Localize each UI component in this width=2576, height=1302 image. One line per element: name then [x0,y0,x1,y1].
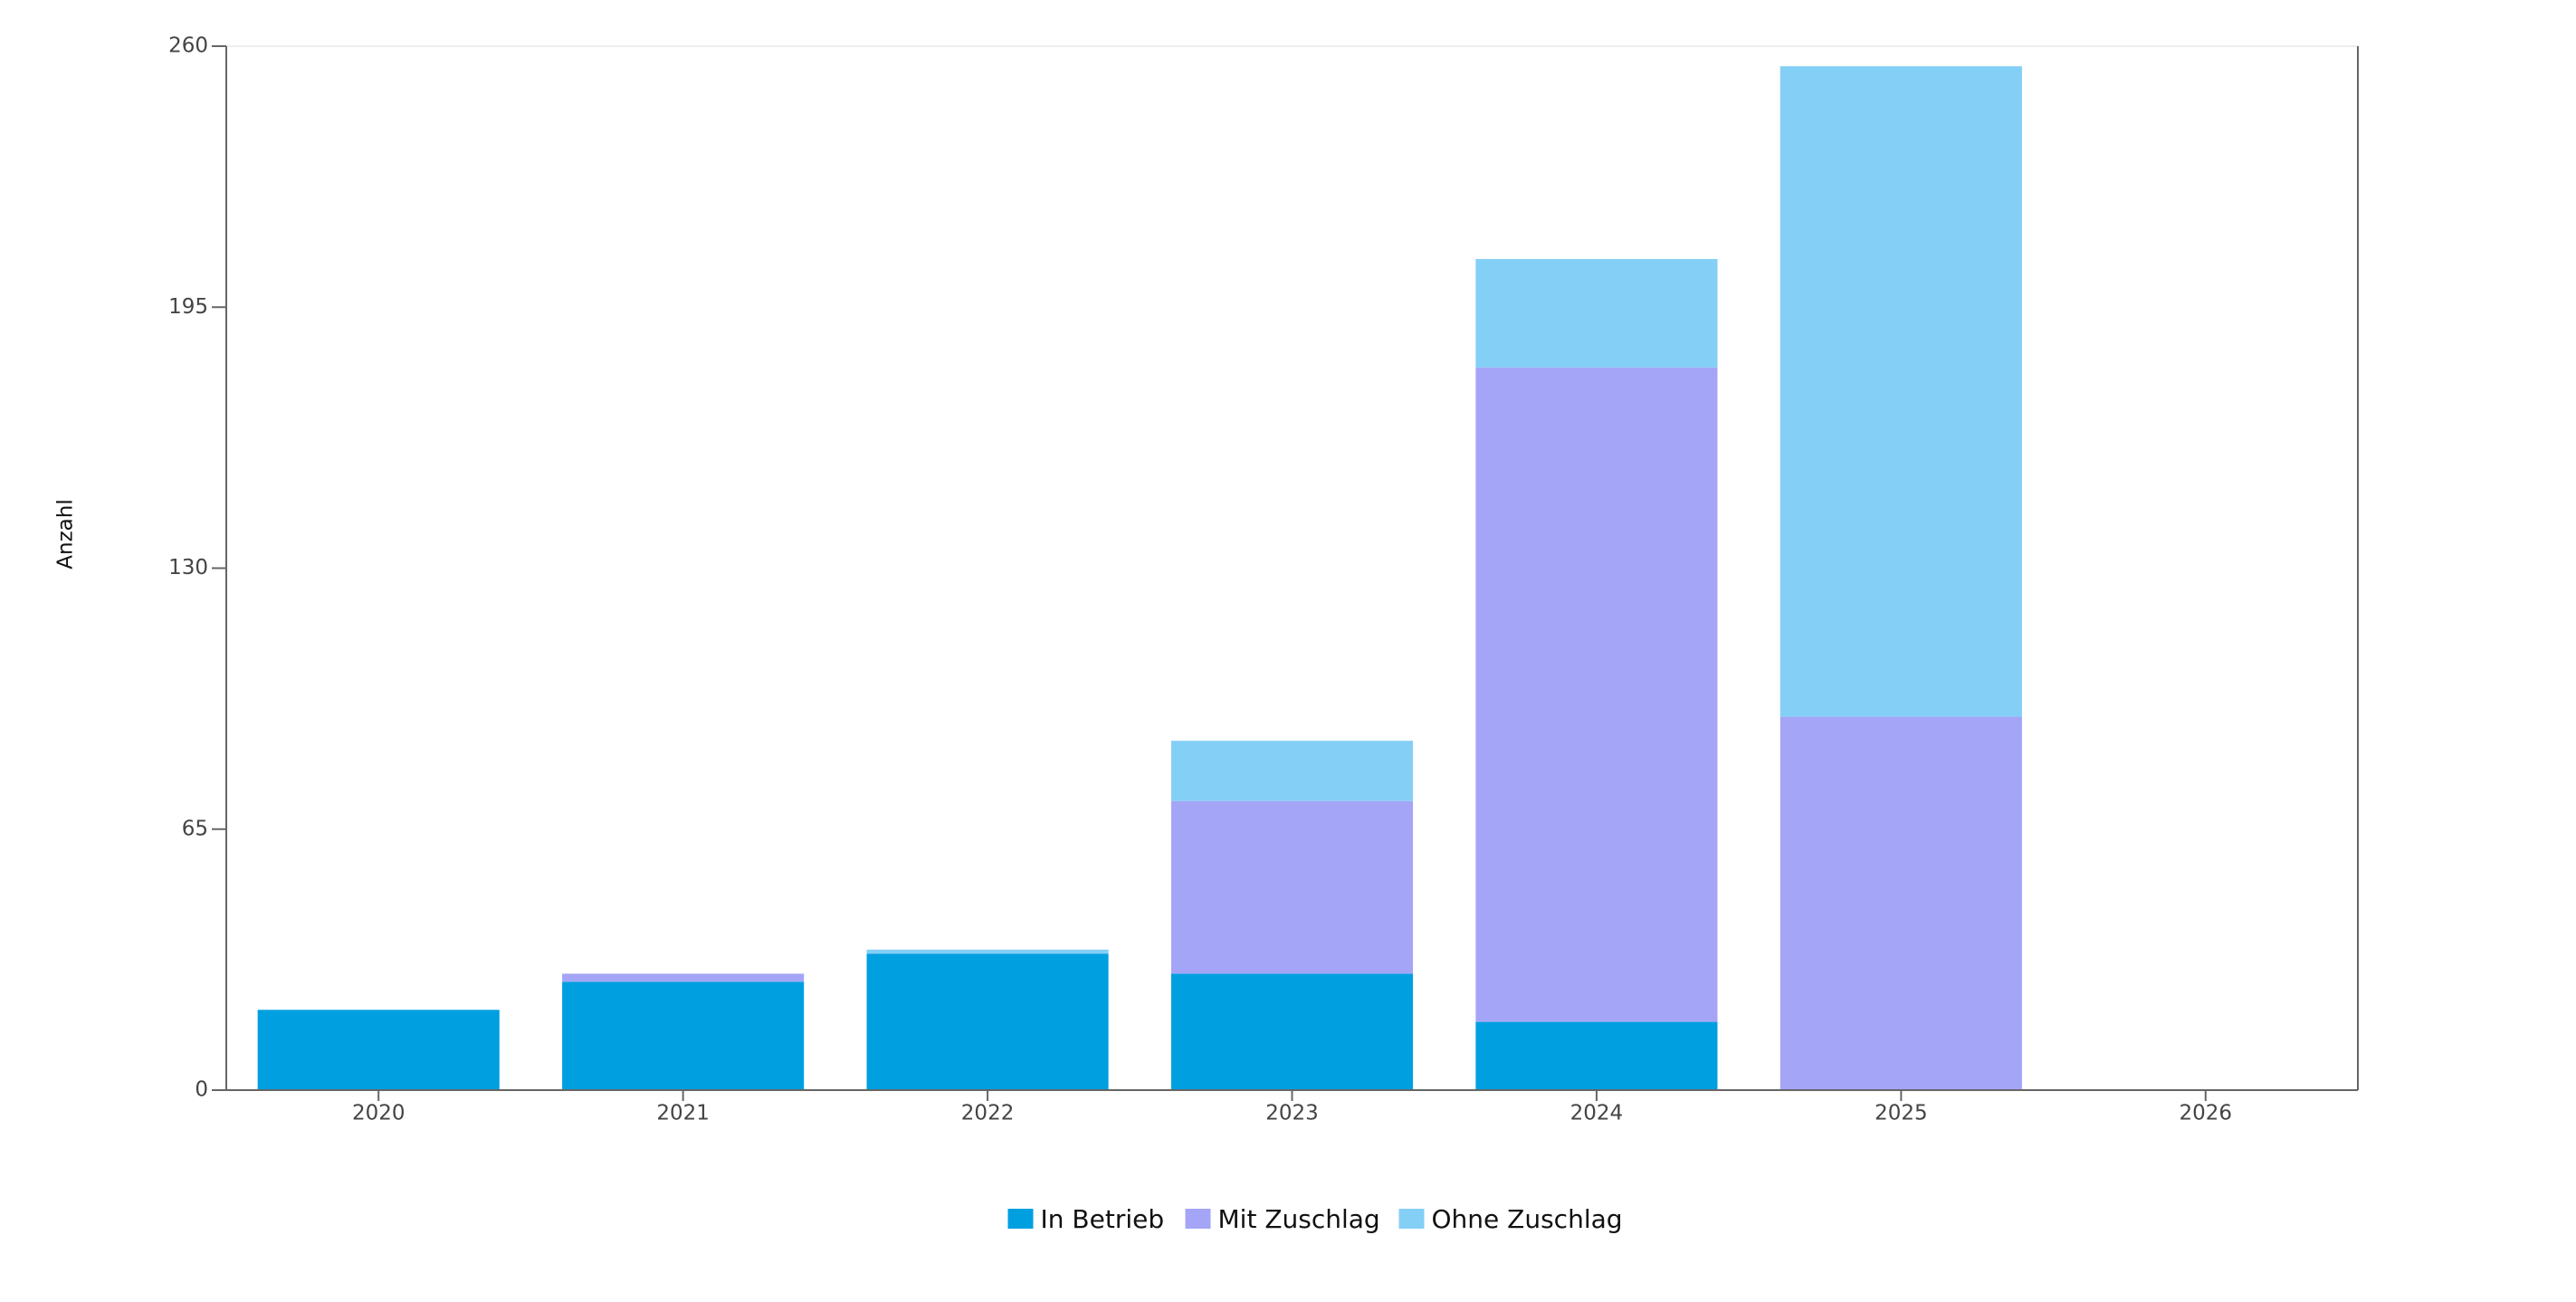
bar-segment [257,1010,500,1090]
bar-segment [562,973,805,982]
x-tick-label: 2025 [1875,1102,1928,1125]
bar-segment [1475,259,1718,368]
bar-segment [866,949,1109,954]
legend-text: Mit Zuschlag [1218,1204,1380,1234]
x-tick-label: 2024 [1570,1102,1624,1125]
x-tick-label: 2026 [2180,1102,2233,1125]
x-tick-label: 2022 [961,1102,1015,1125]
x-tick-label: 2023 [1265,1102,1319,1125]
legend-text: Ohne Zuschlag [1432,1204,1623,1234]
bar-segment [1779,716,2022,1090]
bar-segment [1170,973,1414,1090]
y-axis-label: Anzahl [54,499,78,569]
x-tick-label: 2021 [656,1102,710,1125]
legend-swatch [1398,1209,1425,1229]
y-tick-label: 130 [168,556,208,579]
y-tick-label: 195 [168,295,208,319]
y-tick-label: 65 [182,817,208,840]
x-tick-label: 2020 [352,1102,405,1125]
y-tick-label: 0 [195,1078,208,1102]
bar-segment [866,953,1109,1090]
bar-segment [1475,367,1718,1022]
bar-segment [1779,66,2022,717]
bar-segment [562,981,805,1090]
legend-text: In Betrieb [1041,1204,1165,1234]
bar-segment [1170,800,1414,974]
bar-segment [1475,1021,1718,1090]
legend-swatch [1007,1209,1034,1229]
legend-swatch [1185,1209,1211,1229]
bar-segment [1170,741,1414,801]
y-tick-label: 260 [168,34,208,58]
